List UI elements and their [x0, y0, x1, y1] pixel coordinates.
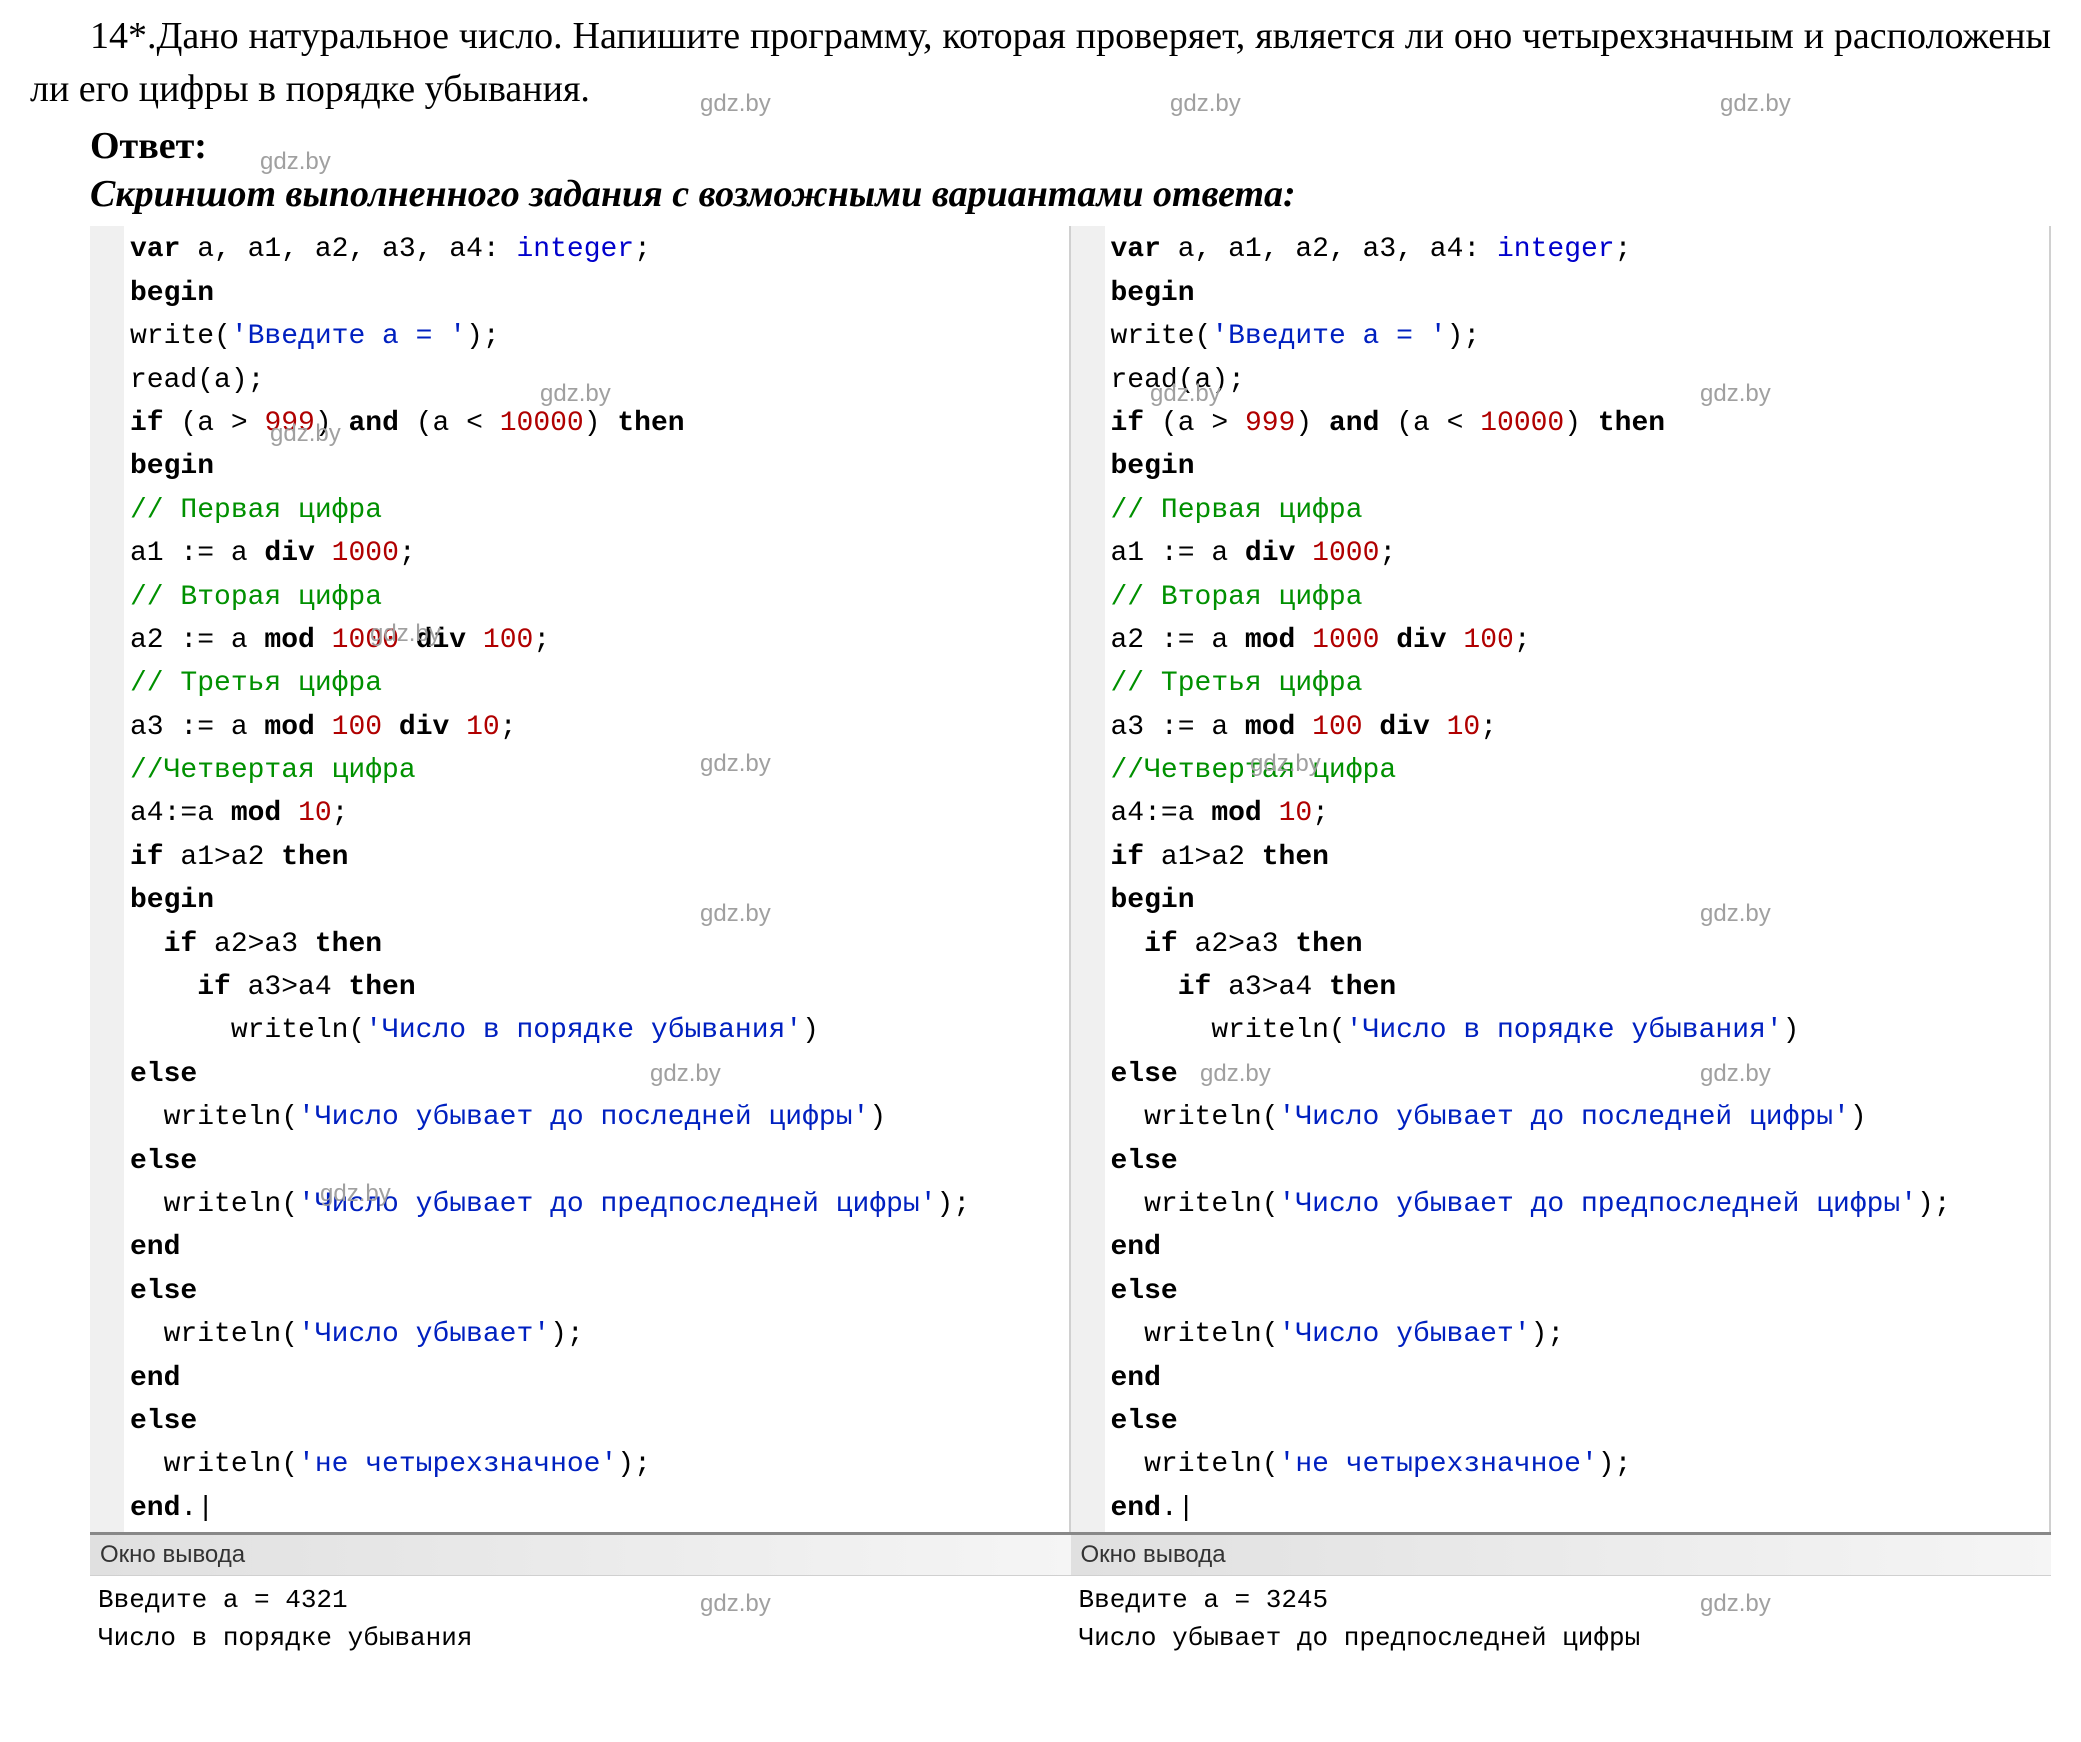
code-line: else — [130, 1140, 1063, 1183]
code-line: read(a); — [130, 359, 1063, 402]
code-line: begin — [1111, 445, 2044, 488]
left-output-title: Окно вывода — [90, 1532, 1071, 1576]
code-line: a1 := a div 1000; — [130, 532, 1063, 575]
code-line: // Третья цифра — [1111, 662, 2044, 705]
code-line: if (a > 999) and (a < 10000) then — [130, 402, 1063, 445]
code-line: begin — [130, 272, 1063, 315]
screenshot-label: Скриншот выполненного задания с возможны… — [90, 172, 2051, 216]
code-line: if a3>a4 then — [1111, 966, 2044, 1009]
code-line: end.| — [130, 1487, 1063, 1530]
problem-number: 14* — [90, 15, 147, 57]
code-line: if a1>a2 then — [1111, 836, 2044, 879]
code-line: else — [130, 1400, 1063, 1443]
code-line: writeln('Число убывает до последней цифр… — [1111, 1096, 2044, 1139]
code-line: else — [130, 1053, 1063, 1096]
code-line: read(a); — [1111, 359, 2044, 402]
code-line: // Первая цифра — [1111, 489, 2044, 532]
left-output-body: Введите a = 4321 Число в порядке убывани… — [90, 1576, 1071, 1663]
code-line: a1 := a div 1000; — [1111, 532, 2044, 575]
code-line: writeln('Число в порядке убывания') — [130, 1009, 1063, 1052]
left-code-editor: var a, a1, a2, a3, a4: integer;beginwrit… — [90, 226, 1071, 1532]
code-line: writeln('не четырехзначное'); — [130, 1443, 1063, 1486]
code-line: writeln('не четырехзначное'); — [1111, 1443, 2044, 1486]
code-line: writeln('Число убывает'); — [1111, 1313, 2044, 1356]
code-line: end — [130, 1226, 1063, 1269]
code-line: write('Введите a = '); — [130, 315, 1063, 358]
code-line: a4:=a mod 10; — [130, 792, 1063, 835]
problem-body: .Дано натуральное число. Напишите програ… — [30, 15, 2051, 110]
right-output-body: Введите a = 3245 Число убывает до предпо… — [1071, 1576, 2052, 1663]
code-line: begin — [1111, 272, 2044, 315]
code-line: end — [1111, 1226, 2044, 1269]
code-line: a3 := a mod 100 div 10; — [1111, 706, 2044, 749]
problem-text: 14*.Дано натуральное число. Напишите про… — [30, 10, 2051, 116]
code-line: //Четвертая цифра — [130, 749, 1063, 792]
code-line: var a, a1, a2, a3, a4: integer; — [130, 228, 1063, 271]
code-line: a4:=a mod 10; — [1111, 792, 2044, 835]
code-line: if a3>a4 then — [130, 966, 1063, 1009]
code-line: begin — [130, 445, 1063, 488]
code-line: var a, a1, a2, a3, a4: integer; — [1111, 228, 2044, 271]
code-line: writeln('Число убывает до предпоследней … — [1111, 1183, 2044, 1226]
code-line: writeln('Число убывает'); — [130, 1313, 1063, 1356]
code-line: writeln('Число в порядке убывания') — [1111, 1009, 2044, 1052]
right-output-title: Окно вывода — [1071, 1532, 2052, 1576]
code-line: // Третья цифра — [130, 662, 1063, 705]
code-line: // Первая цифра — [130, 489, 1063, 532]
code-line: a3 := a mod 100 div 10; — [130, 706, 1063, 749]
code-line: if a2>a3 then — [130, 923, 1063, 966]
right-screenshot: var a, a1, a2, a3, a4: integer;beginwrit… — [1071, 226, 2052, 1663]
code-line: a2 := a mod 1000 div 100; — [130, 619, 1063, 662]
code-line: if a2>a3 then — [1111, 923, 2044, 966]
code-line: begin — [1111, 879, 2044, 922]
code-line: end.| — [1111, 1487, 2044, 1530]
code-line: begin — [130, 879, 1063, 922]
code-line: else — [130, 1270, 1063, 1313]
right-code-editor: var a, a1, a2, a3, a4: integer;beginwrit… — [1071, 226, 2052, 1532]
code-line: if (a > 999) and (a < 10000) then — [1111, 402, 2044, 445]
code-line: else — [1111, 1270, 2044, 1313]
code-line: writeln('Число убывает до предпоследней … — [130, 1183, 1063, 1226]
code-line: end — [130, 1357, 1063, 1400]
code-line: // Вторая цифра — [130, 576, 1063, 619]
code-line: end — [1111, 1357, 2044, 1400]
code-line: else — [1111, 1140, 2044, 1183]
code-line: writeln('Число убывает до последней цифр… — [130, 1096, 1063, 1139]
left-screenshot: var a, a1, a2, a3, a4: integer;beginwrit… — [90, 226, 1071, 1663]
code-line: write('Введите a = '); — [1111, 315, 2044, 358]
code-line: // Вторая цифра — [1111, 576, 2044, 619]
code-line: //Четвертая цифра — [1111, 749, 2044, 792]
code-line: a2 := a mod 1000 div 100; — [1111, 619, 2044, 662]
code-line: else — [1111, 1400, 2044, 1443]
code-line: else — [1111, 1053, 2044, 1096]
code-line: if a1>a2 then — [130, 836, 1063, 879]
answer-label: Ответ: — [90, 124, 2051, 168]
